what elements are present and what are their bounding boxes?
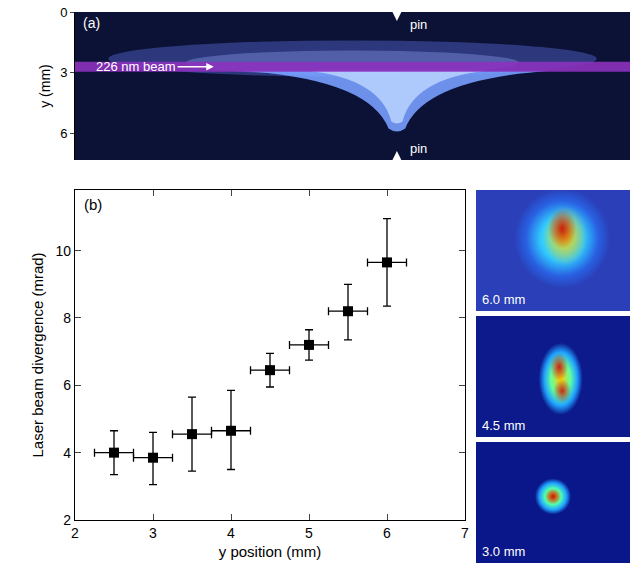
svg-text:6: 6 [60, 126, 67, 141]
svg-text:6: 6 [383, 525, 391, 541]
svg-text:226 nm beam: 226 nm beam [96, 59, 176, 74]
svg-text:0: 0 [60, 5, 67, 20]
svg-text:(a): (a) [83, 15, 100, 31]
svg-text:8: 8 [63, 310, 71, 326]
svg-text:2: 2 [71, 525, 79, 541]
svg-text:(b): (b) [84, 196, 102, 213]
svg-text:6: 6 [63, 377, 71, 393]
svg-text:7: 7 [461, 525, 469, 541]
svg-text:y position (mm): y position (mm) [219, 543, 322, 560]
svg-text:Laser beam divergence (mrad): Laser beam divergence (mrad) [29, 252, 46, 457]
svg-text:3: 3 [149, 525, 157, 541]
svg-text:10: 10 [55, 243, 71, 259]
html-text:4.5 mm: 4.5 mm [482, 418, 526, 433]
svg-text:pin: pin [410, 17, 427, 32]
html-text:6.0 mm: 6.0 mm [482, 292, 526, 307]
svg-text:y (mm): y (mm) [37, 64, 53, 108]
svg-text:5: 5 [305, 525, 313, 541]
svg-text:2: 2 [63, 512, 71, 528]
html-text:3.0 mm: 3.0 mm [482, 544, 526, 559]
svg-text:4: 4 [227, 525, 235, 541]
svg-text:pin: pin [410, 141, 427, 156]
svg-text:3: 3 [60, 65, 67, 80]
svg-text:4: 4 [63, 445, 71, 461]
